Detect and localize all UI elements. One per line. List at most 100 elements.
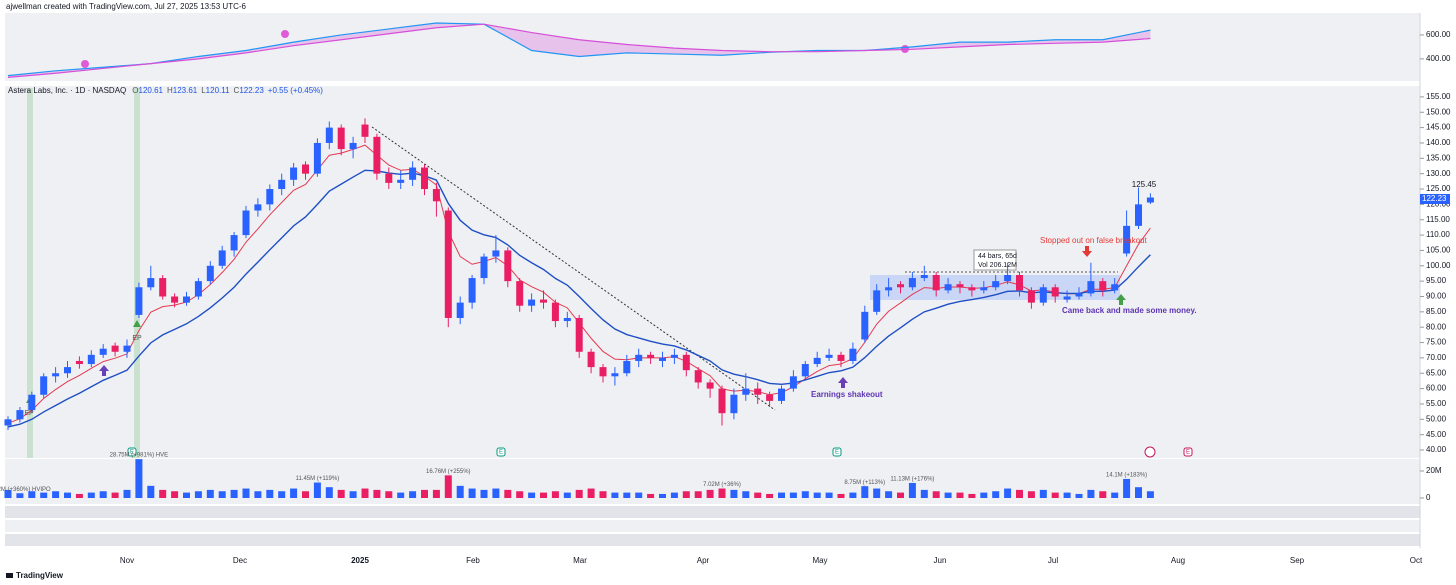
candle-body: [659, 357, 666, 361]
candle-body: [801, 364, 809, 377]
candle-body: [587, 351, 595, 368]
event-label: E: [130, 450, 134, 456]
volume-bar: [873, 488, 881, 498]
x-tick-label: Mar: [573, 556, 587, 565]
volume-bar: [801, 491, 809, 498]
candle-body: [504, 250, 512, 282]
candle-body: [873, 290, 881, 312]
candle-body: [1004, 274, 1012, 282]
candle-body: [742, 388, 750, 395]
candle-body: [266, 189, 274, 205]
y-tick-label: 145.00: [1426, 123, 1451, 132]
event-marker: [1183, 447, 1193, 457]
candle-body: [932, 274, 940, 291]
candle-body: [135, 287, 143, 315]
candle-body: [492, 250, 500, 257]
volume-label: 28.75M (+981%) HVE: [110, 453, 169, 459]
volume-bar: [944, 492, 952, 498]
candle-body: [754, 388, 762, 395]
candle-body: [980, 287, 988, 291]
candle-body: [778, 388, 785, 401]
volume-bar: [956, 492, 964, 498]
volume-bar: [778, 492, 785, 498]
y-tick-label: 0: [1426, 493, 1431, 502]
signal-label: EP: [24, 410, 34, 417]
candle-body: [147, 278, 155, 288]
volume-bar: [575, 489, 583, 498]
candle-body: [230, 235, 238, 251]
candle-body: [373, 136, 381, 174]
volume-bar: [1039, 489, 1047, 498]
dividend-icon: [1144, 446, 1156, 458]
volume-bar: [313, 482, 321, 498]
volume-bar: [540, 492, 547, 498]
y-tick-label: 75.00: [1426, 338, 1447, 347]
volume-bar: [432, 489, 440, 498]
candle-body: [956, 284, 964, 288]
volume-bar: [147, 485, 155, 498]
volume-bar: [64, 492, 71, 498]
candle-body: [302, 164, 309, 174]
candle-body: [75, 360, 83, 365]
candle-body: [313, 142, 321, 174]
candle-body: [385, 173, 393, 183]
volume-bar: [75, 493, 83, 498]
event-marker: [127, 447, 137, 457]
volume-label: 7.02M (+36%): [703, 482, 741, 488]
volume-bar: [361, 488, 369, 498]
credit: ajwellman created with TradingView.com, …: [6, 2, 247, 11]
volume-bar: [302, 491, 309, 498]
candle-body: [551, 302, 559, 322]
candle-body: [694, 370, 702, 383]
candle-body: [611, 373, 619, 377]
volume-bar: [789, 492, 797, 498]
x-tick-label: Feb: [466, 556, 480, 565]
volume-bar: [623, 492, 631, 498]
volume-bar: [52, 491, 60, 498]
volume-bar: [908, 482, 916, 498]
y-tick-label: 135.00: [1426, 153, 1451, 162]
arrow-down: [1082, 246, 1092, 257]
event-label: E: [835, 450, 839, 456]
candle-body: [1135, 204, 1142, 226]
y-tick-label: 20M: [1426, 466, 1442, 475]
volume-bar: [1087, 489, 1095, 498]
volume-bar: [111, 492, 119, 498]
highlight-band: [134, 88, 140, 458]
signal-triangle: [133, 320, 141, 327]
arrow-up: [1116, 294, 1126, 305]
legend-key: C: [234, 86, 240, 95]
x-tick-label: May: [812, 556, 827, 565]
indicator-line: [7, 22, 1151, 77]
volume-bar: [349, 491, 357, 498]
volume-bar: [480, 489, 488, 498]
volume-bar: [16, 493, 24, 498]
indicator-line: [7, 23, 1151, 78]
candle-body: [409, 167, 417, 180]
volume-bar: [670, 492, 678, 498]
x-tick-label: 2025: [351, 556, 369, 565]
y-tick-label: 80.00: [1426, 322, 1447, 331]
legend-value: 120.61: [139, 86, 164, 95]
candle-body: [361, 124, 369, 137]
volume-bar: [1016, 489, 1023, 498]
event-marker: [496, 447, 506, 457]
measure-text: 44 bars, 65d: [978, 253, 1017, 260]
candle-body: [1146, 197, 1154, 203]
volume-label: 14.1M (+183%): [1106, 473, 1147, 479]
candle-body: [40, 376, 48, 395]
candle-body: [706, 382, 714, 389]
volume-bar: [135, 459, 143, 498]
volume-bar: [920, 489, 928, 498]
legend-key: O: [132, 86, 138, 95]
empty-pane: [5, 520, 1420, 532]
legend-value: 120.11: [206, 86, 230, 95]
annotation: Stopped out on false breakout: [1040, 236, 1148, 245]
candle-body: [885, 287, 893, 291]
volume-bar: [278, 491, 286, 498]
volume-bar: [183, 492, 190, 498]
x-tick-label: Jun: [934, 556, 947, 565]
volume-bar: [1075, 493, 1083, 498]
volume-bar: [242, 488, 250, 498]
